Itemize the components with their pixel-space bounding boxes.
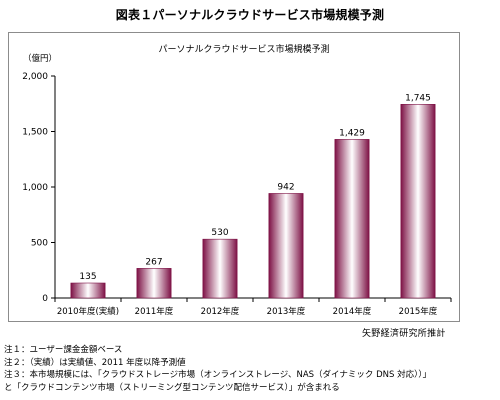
data-label: 267 [145,257,162,267]
x-tick-label: 2013年度 [267,306,306,317]
data-label: 530 [211,228,228,238]
note-4: と「クラウドコンテンツ市場（ストリーミング型コンテンツ配信サービス）」が含まれる [4,382,340,393]
data-label: 1,429 [339,128,365,138]
y-tick-label: 500 [31,239,48,249]
x-tick-label: 2011年度 [135,306,174,317]
note-3: 注３：本市場規模には、「クラウドストレージ市場（オンラインストレージ、NAS（ダ… [4,370,432,380]
bar [268,193,304,299]
data-label: 942 [277,182,294,192]
source-credit: 矢野経済研究所推計 [362,329,446,339]
chart-frame: パーソナルクラウドサービス市場規模予測 （億円） 0 500 1,000 1,500 2… [8,32,460,322]
y-tick-label: 1,500 [22,128,48,138]
x-tick-label: 2014年度 [333,306,372,317]
data-label: 135 [79,272,96,282]
note-2: 注２：（実績）は実績値、2011 年度以降予測値 [4,357,186,368]
notes-block: 注１：ユーザー課金金額ベース 注２：（実績）は実績値、2011 年度以降予測値 … [4,344,496,394]
note-1: 注１：ユーザー課金金額ベース [4,345,123,355]
y-tick-label: 1,000 [22,183,48,193]
bar [70,282,106,299]
figure-title: 図表１パーソナルクラウドサービス市場規模予測 [115,8,385,22]
bar [334,139,370,299]
x-tick-label: 2010年度(実績) [57,306,119,317]
y-tick-label: 0 [42,294,48,304]
bar-chart: パーソナルクラウドサービス市場規模予測 （億円） 0 500 1,000 1,500 2… [22,43,452,317]
y-unit-label: （億円） [23,53,57,64]
data-label: 1,745 [405,93,431,103]
bar [202,238,238,299]
bar [136,268,172,299]
chart-title: パーソナルクラウドサービス市場規模予測 [158,43,329,55]
y-tick-label: 2,000 [22,72,48,82]
x-tick-label: 2015年度 [399,306,438,317]
x-tick-label: 2012年度 [201,306,240,317]
bar [400,104,436,299]
